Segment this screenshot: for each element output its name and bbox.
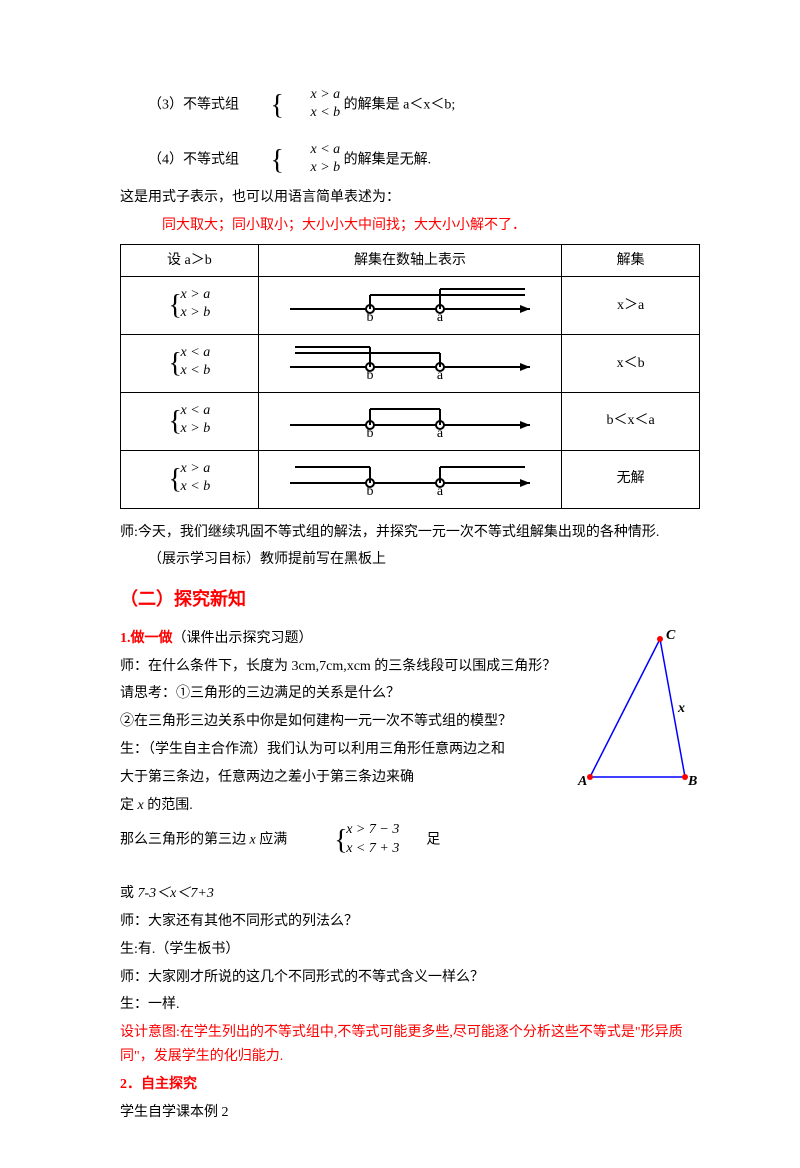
eq4-prefix: （4）不等式组: [148, 153, 239, 168]
do11: 师：大家刚才所说的这几个不同形式的不等式含义一样么？: [120, 966, 700, 990]
do8: 或 7-3＜x＜7+3: [120, 882, 700, 906]
svg-text:b: b: [366, 310, 373, 321]
table-row: x < a x > b b a b＜x＜a: [121, 392, 700, 450]
svg-text:b: b: [366, 426, 373, 437]
eq3-suffix: 的解集是 a＜x＜b;: [344, 98, 456, 113]
svg-text:a: a: [437, 484, 444, 495]
label-A: A: [577, 774, 587, 789]
svg-text:b: b: [366, 484, 373, 495]
triangle-figure: C A B x: [570, 627, 700, 806]
after-table-1: 师:今天，我们继续巩固不等式组的解法，并探究一元一次不等式组解集出现的各种情形.: [120, 521, 700, 545]
after-table-2: （展示学习目标）教师提前写在黑板上: [120, 548, 700, 572]
do7: 那么三角形的第三边 x 应满 x > 7 − 3 x < 7 + 3 足: [120, 821, 700, 860]
axis-between: b a: [258, 392, 561, 450]
table-row: x > a x < b b a 无解: [121, 450, 700, 508]
label-C: C: [666, 628, 676, 643]
axis-gt-a: b a: [258, 277, 561, 335]
mnemonic-text: 同大取大；同小取小；大小小大中间找；大大小小解不了．: [120, 214, 700, 238]
intro-text: 这是用式子表示，也可以用语言简单表述为：: [120, 186, 700, 210]
design-intent: 设计意图:在学生列出的不等式组中,不等式可能更多些,尽可能逐个分析这些不等式是"…: [120, 1021, 700, 1069]
svg-text:b: b: [366, 368, 373, 379]
eq4-line2: x > b: [283, 159, 341, 177]
statement-3: （3）不等式组 x > a x < b 的解集是 a＜x＜b;: [120, 86, 700, 125]
th-sol: 解集: [562, 244, 700, 277]
eq3-line1: x > a: [283, 86, 341, 104]
triangle-inequality-brace: x > 7 − 3 x < 7 + 3: [334, 821, 399, 860]
table-row: x > a x > b b a x＞a: [121, 277, 700, 335]
axis-lt-b: b a: [258, 335, 561, 393]
statement-4: （4）不等式组 x < a x > b 的解集是无解.: [120, 141, 700, 180]
svg-text:a: a: [437, 426, 444, 437]
svg-text:a: a: [437, 368, 444, 379]
table-row: x < a x < b b a x＜b: [121, 335, 700, 393]
label-B: B: [687, 774, 697, 789]
eq3-prefix: （3）不等式组: [148, 98, 239, 113]
do-title-suffix: （课件出示探究习题）: [173, 631, 313, 646]
th-axis: 解集在数轴上表示: [258, 244, 561, 277]
th-cond: 设 a＞b: [121, 244, 259, 277]
section-2-title: （二）探究新知: [120, 584, 700, 615]
eq4-brace: x < a x > b: [243, 141, 341, 180]
eq3-brace: x > a x < b: [243, 86, 341, 125]
sub2-body: 学生自学课本例 2: [120, 1101, 700, 1125]
do-title: 1.做一做: [120, 631, 173, 646]
eq3-line2: x < b: [283, 104, 341, 122]
sub2-title: 2．自主探究: [120, 1073, 700, 1097]
label-x: x: [677, 701, 685, 716]
do10: 生:有.（学生板书）: [120, 938, 700, 962]
do9: 师：大家还有其他不同形式的列法么？: [120, 910, 700, 934]
svg-text:a: a: [437, 310, 444, 321]
solution-table: 设 a＞b 解集在数轴上表示 解集 x > a x > b b a: [120, 244, 700, 509]
do12: 生：一样.: [120, 993, 700, 1017]
eq4-line1: x < a: [283, 141, 341, 159]
axis-none: b a: [258, 450, 561, 508]
eq4-suffix: 的解集是无解.: [344, 153, 432, 168]
table-header-row: 设 a＞b 解集在数轴上表示 解集: [121, 244, 700, 277]
